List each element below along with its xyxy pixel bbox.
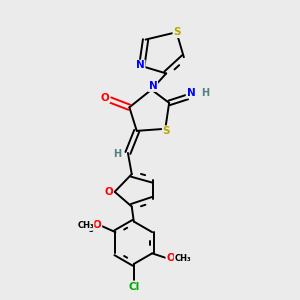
Text: S: S xyxy=(173,27,181,37)
Text: O: O xyxy=(100,93,109,103)
Text: CH₃: CH₃ xyxy=(77,221,94,230)
Text: N: N xyxy=(148,81,157,91)
Text: 3: 3 xyxy=(88,227,93,233)
Text: Cl: Cl xyxy=(128,282,140,292)
Text: H: H xyxy=(201,88,209,98)
Text: CH₃: CH₃ xyxy=(174,254,191,263)
Text: O: O xyxy=(166,253,175,263)
Text: CH: CH xyxy=(77,221,91,230)
Text: N: N xyxy=(187,88,195,98)
Text: N: N xyxy=(136,61,145,70)
Text: O: O xyxy=(104,187,113,197)
Text: H: H xyxy=(113,149,122,159)
Text: O: O xyxy=(92,220,101,230)
Text: O: O xyxy=(92,220,101,230)
Text: S: S xyxy=(163,126,170,136)
